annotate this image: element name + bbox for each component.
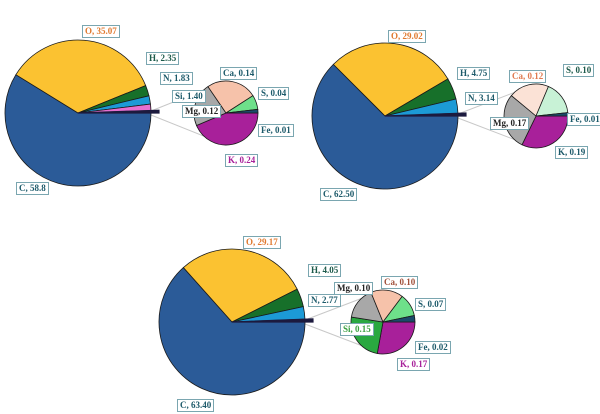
data-label-c: C, 63.40	[177, 399, 215, 412]
data-label-si: Si, 0.15	[340, 323, 374, 336]
data-label-n: N, 2.77	[308, 294, 341, 307]
data-label-h: H, 4.05	[308, 264, 342, 277]
data-label-n: N, 1.83	[160, 72, 193, 85]
data-label-k: K, 0.17	[397, 358, 431, 371]
pie-slice-other	[77, 109, 160, 114]
secondary-slice-ca	[207, 80, 254, 114]
secondary-slice-fe	[382, 314, 416, 323]
data-label-h: H, 4.75	[457, 67, 491, 80]
data-label-o: O, 35.07	[82, 25, 120, 38]
data-label-n: N, 3.14	[465, 92, 498, 105]
data-label-h: H, 2.35	[146, 52, 180, 65]
data-label-ca: Ca, 0.12	[509, 70, 547, 83]
data-label-c: C, 62.50	[320, 188, 358, 201]
data-label-mg: Mg, 0.12	[182, 105, 222, 118]
data-label-o: O, 29.02	[388, 30, 426, 43]
data-label-fe: Fe, 0.01	[567, 113, 600, 126]
data-label-mg: Mg, 0.10	[334, 282, 374, 295]
pie-slice-c	[4, 74, 152, 187]
data-label-ca: Ca, 0.14	[220, 67, 258, 80]
pie-slice-c	[311, 63, 459, 190]
data-label-fe: Fe, 0.02	[415, 341, 451, 354]
pie-slice-o	[332, 42, 449, 117]
secondary-slice-fe	[225, 108, 259, 114]
data-label-ca: Ca, 0.10	[381, 276, 419, 289]
data-label-c: C, 58.8	[16, 182, 49, 195]
data-label-k: K, 0.24	[225, 154, 259, 167]
pie-slice-c	[158, 266, 306, 396]
data-label-fe: Fe, 0.01	[258, 124, 294, 137]
pie-slice-other	[231, 318, 314, 323]
data-label-s: S, 0.04	[258, 87, 290, 100]
data-label-k: K, 0.19	[555, 146, 589, 159]
data-label-s: S, 0.07	[415, 298, 447, 311]
pie-slice-other	[384, 112, 467, 117]
secondary-slice-k	[195, 112, 259, 146]
data-label-s: S, 0.10	[563, 64, 595, 77]
secondary-slice-k	[376, 321, 416, 355]
data-label-o: O, 29.17	[243, 236, 281, 249]
data-label-si: Si, 1.40	[172, 90, 206, 103]
pie-slice-o	[15, 39, 147, 114]
data-label-mg: Mg, 0.17	[490, 117, 530, 130]
pie-slice-o	[182, 248, 298, 323]
